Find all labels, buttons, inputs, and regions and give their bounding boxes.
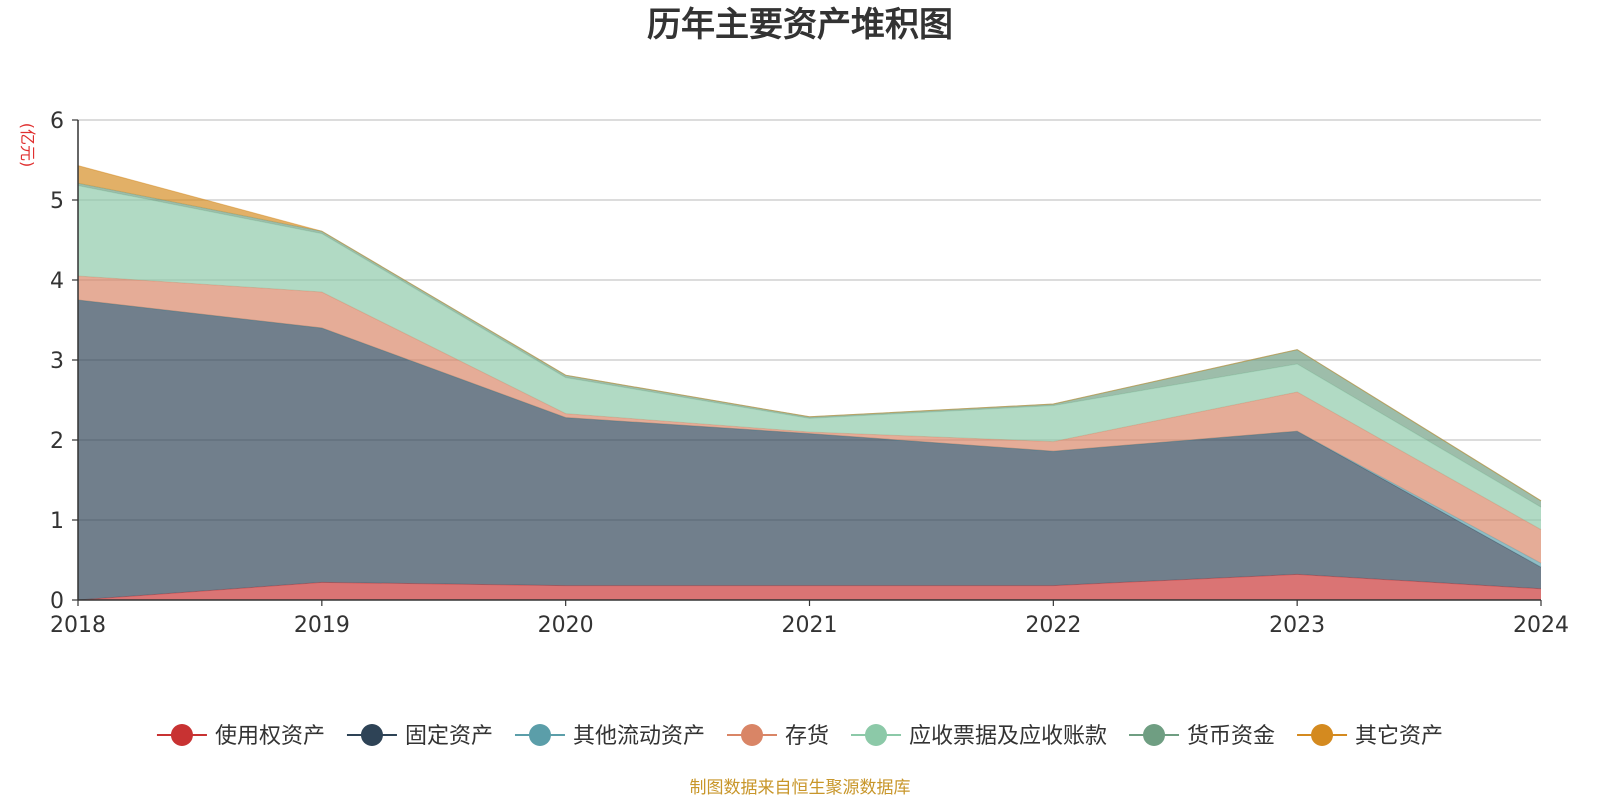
x-tick-label: 2020 xyxy=(538,613,594,638)
x-tick-label: 2021 xyxy=(782,613,838,638)
legend-dot-icon xyxy=(740,724,763,746)
legend-item-3[interactable]: 存货 xyxy=(726,724,829,749)
legend-item-4[interactable]: 应收票据及应收账款 xyxy=(851,724,1107,749)
legend-dot-icon xyxy=(865,724,888,746)
legend[interactable]: 使用权资产 固定资产 其他流动资产 存货 应收票据及应收账款 货币资金 其它资产 xyxy=(156,724,1443,749)
x-tick-label: 2023 xyxy=(1269,613,1325,638)
x-tick-label: 2022 xyxy=(1025,613,1081,638)
x-tick-label: 2024 xyxy=(1513,613,1569,638)
x-tick-label: 2018 xyxy=(50,613,106,638)
chart-title: 历年主要资产堆积图 xyxy=(647,5,953,45)
y-tick-label: 5 xyxy=(50,189,64,214)
legend-dot-icon xyxy=(528,724,551,746)
area-series-3 xyxy=(78,276,1541,564)
legend-item-6[interactable]: 其它资产 xyxy=(1297,724,1443,749)
legend-label: 固定资产 xyxy=(405,724,493,749)
legend-item-5[interactable]: 货币资金 xyxy=(1129,724,1275,749)
area-edge-series-6 xyxy=(77,165,1542,502)
y-tick-label: 0 xyxy=(50,589,64,614)
y-tick-label: 6 xyxy=(50,109,64,134)
legend-dot-icon xyxy=(1143,724,1166,746)
legend-label: 使用权资产 xyxy=(215,724,325,749)
legend-label: 货币资金 xyxy=(1187,724,1275,749)
area-series-1 xyxy=(78,300,1541,600)
legend-label: 其它资产 xyxy=(1355,724,1443,749)
source-note: 制图数据来自恒生聚源数据库 xyxy=(690,778,911,798)
legend-label: 应收票据及应收账款 xyxy=(909,724,1107,749)
y-tick-label: 3 xyxy=(50,349,64,374)
area-series-4 xyxy=(78,185,1541,530)
legend-item-1[interactable]: 固定资产 xyxy=(346,724,493,749)
x-tick-label: 2019 xyxy=(294,613,350,638)
axes: 0 1 2 3 4 5 6 2018 2019 2020 2021 2022 2023 2024 xyxy=(50,109,1569,638)
stacked-areas xyxy=(77,165,1542,601)
legend-dot-icon xyxy=(360,724,383,746)
y-tick-label: 1 xyxy=(50,509,64,534)
y-tick-label: 2 xyxy=(50,429,64,454)
legend-item-0[interactable]: 使用权资产 xyxy=(156,724,325,749)
y-axis-unit-label: (亿元) xyxy=(18,123,37,168)
legend-dot-icon xyxy=(170,724,193,746)
area-series-0 xyxy=(78,574,1541,600)
y-tick-label: 4 xyxy=(50,269,64,294)
legend-label: 其他流动资产 xyxy=(573,724,705,749)
legend-item-2[interactable]: 其他流动资产 xyxy=(514,724,705,749)
legend-dot-icon xyxy=(1311,724,1334,746)
legend-label: 存货 xyxy=(785,724,829,749)
